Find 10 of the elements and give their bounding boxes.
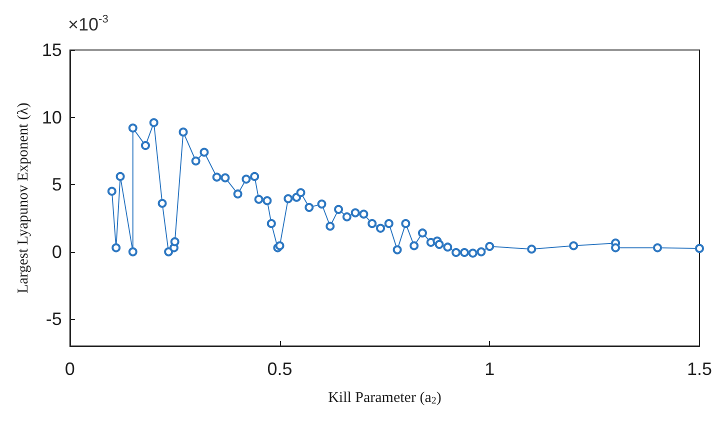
y-tick-label: -5 [46, 309, 62, 330]
x-tick-label: 0.5 [267, 359, 292, 379]
y-tick-label: 5 [52, 174, 62, 195]
x-tick-label: 1.5 [686, 359, 712, 379]
x-tick-label: 1 [484, 359, 495, 379]
y-tick-label: 0 [52, 242, 62, 262]
x-tick-label: 0 [64, 359, 75, 379]
y-tick-label: 15 [42, 40, 62, 60]
y-axis-title: Largest Lyapunov Exponent (λ) [16, 102, 32, 294]
y-tick-label: 10 [42, 107, 62, 128]
